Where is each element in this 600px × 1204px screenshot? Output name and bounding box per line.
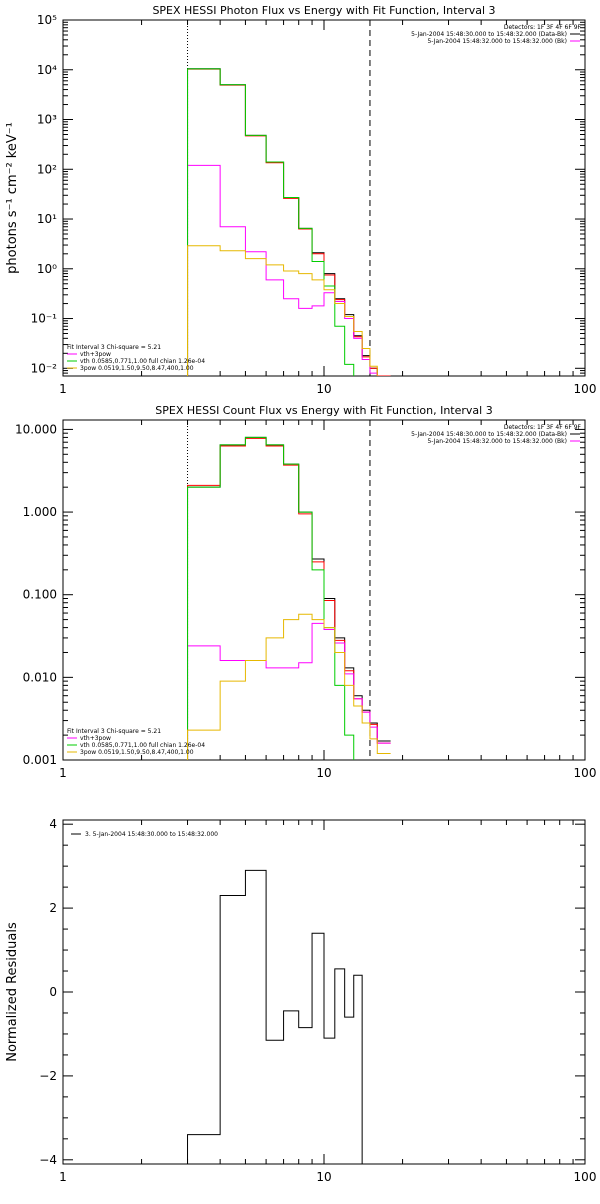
y-tick-label: 2 [49, 901, 57, 915]
y-tick-label: 0.100 [23, 588, 57, 602]
y-tick-label: −4 [39, 1153, 57, 1167]
detectors-label: Detectors: 1F 3F 4F 6F 9F [504, 424, 582, 431]
y-tick-label: 0.010 [23, 670, 57, 684]
chart-title: SPEX HESSI Count Flux vs Energy with Fit… [155, 404, 492, 417]
series-3-line [187, 164, 378, 376]
chart-title: SPEX HESSI Photon Flux vs Energy with Fi… [152, 4, 495, 17]
x-tick-label: 1 [59, 382, 67, 396]
y-tick-label: 10⁵ [37, 13, 57, 27]
x-tick-label: 10 [316, 766, 331, 780]
series-group [187, 869, 363, 1164]
legend-label: 3. 5-Jan-2004 15:48:30.000 to 15:48:32.0… [85, 831, 218, 838]
legend-header: Fit Interval 3 Chi-square = 5.21 [67, 344, 161, 351]
x-tick-label: 100 [574, 1170, 597, 1184]
detectors-label: Detectors: 1F 3F 4F 6F 9F [504, 24, 582, 31]
series-3-line [187, 622, 391, 760]
series-5-line [187, 613, 391, 760]
y-tick-label: 10⁰ [37, 262, 57, 276]
legend-label: vth+3pow [80, 735, 111, 742]
legend-label: 3pow 0.0519,1.50,9.50,8.47,400,1.00 [80, 365, 194, 372]
x-tick-label: 10 [316, 1170, 331, 1184]
y-tick-label: 10³ [37, 113, 57, 127]
series-1-line [187, 869, 363, 1164]
legend-label: vth+3pow [80, 351, 111, 358]
legend-label: vth 0.0585,0.771,1.00 full chian 1.26e-0… [80, 358, 205, 365]
y-tick-label: 10⁻² [31, 361, 58, 375]
y-tick-label: −2 [39, 1069, 57, 1083]
time-range-label: 5-Jan-2004 15:48:32.000 to 15:48:32.000 … [427, 438, 567, 445]
y-tick-label: 0.001 [23, 753, 57, 767]
legend-label: 3pow 0.0519,1.50,9.50,8.47,400,1.00 [80, 749, 194, 756]
y-tick-label: 10.000 [15, 422, 57, 436]
x-tick-label: 1 [59, 1170, 67, 1184]
series-group [187, 436, 391, 760]
series-4-line [187, 68, 355, 376]
x-tick-label: 100 [574, 766, 597, 780]
y-tick-label: 4 [49, 817, 57, 831]
y-axis-label: Normalized Residuals [5, 922, 20, 1062]
series-1-line [187, 436, 391, 760]
y-tick-label: 10² [37, 162, 57, 176]
chart-3: 1 10 100 −4 −2 0 2 4 Normalized Residuals 3. 5-Ja… [5, 817, 596, 1184]
y-tick-label: 10⁻¹ [31, 312, 58, 326]
legend-header: Fit Interval 3 Chi-square = 5.21 [67, 728, 161, 735]
series-4-line [187, 436, 355, 760]
plot-frame [62, 19, 586, 377]
y-tick-label: 1.000 [23, 505, 57, 519]
x-tick-label: 100 [574, 382, 597, 396]
time-range-label: 5-Jan-2004 15:48:30.000 to 15:48:32.000 … [411, 31, 567, 38]
y-axis-label: photons s⁻¹ cm⁻² keV⁻¹ [5, 122, 20, 274]
x-tick-label: 10 [316, 382, 331, 396]
y-tick-label: 10¹ [37, 212, 57, 226]
time-range-label: 5-Jan-2004 15:48:30.000 to 15:48:32.000 … [411, 431, 567, 438]
chart-2: SPEX HESSI Count Flux vs Energy with Fit… [15, 404, 596, 780]
y-tick-label: 10⁴ [37, 63, 57, 77]
chart-1: SPEX HESSI Photon Flux vs Energy with Fi… [5, 4, 597, 396]
x-tick-label: 1 [59, 766, 67, 780]
legend-label: vth 0.0585,0.771,1.00 full chian 1.26e-0… [80, 742, 205, 749]
series-group [187, 68, 391, 376]
y-tick-label: 0 [49, 985, 57, 999]
series-5-line [187, 245, 378, 376]
time-range-label: 5-Jan-2004 15:48:32.000 to 15:48:32.000 … [427, 38, 567, 45]
